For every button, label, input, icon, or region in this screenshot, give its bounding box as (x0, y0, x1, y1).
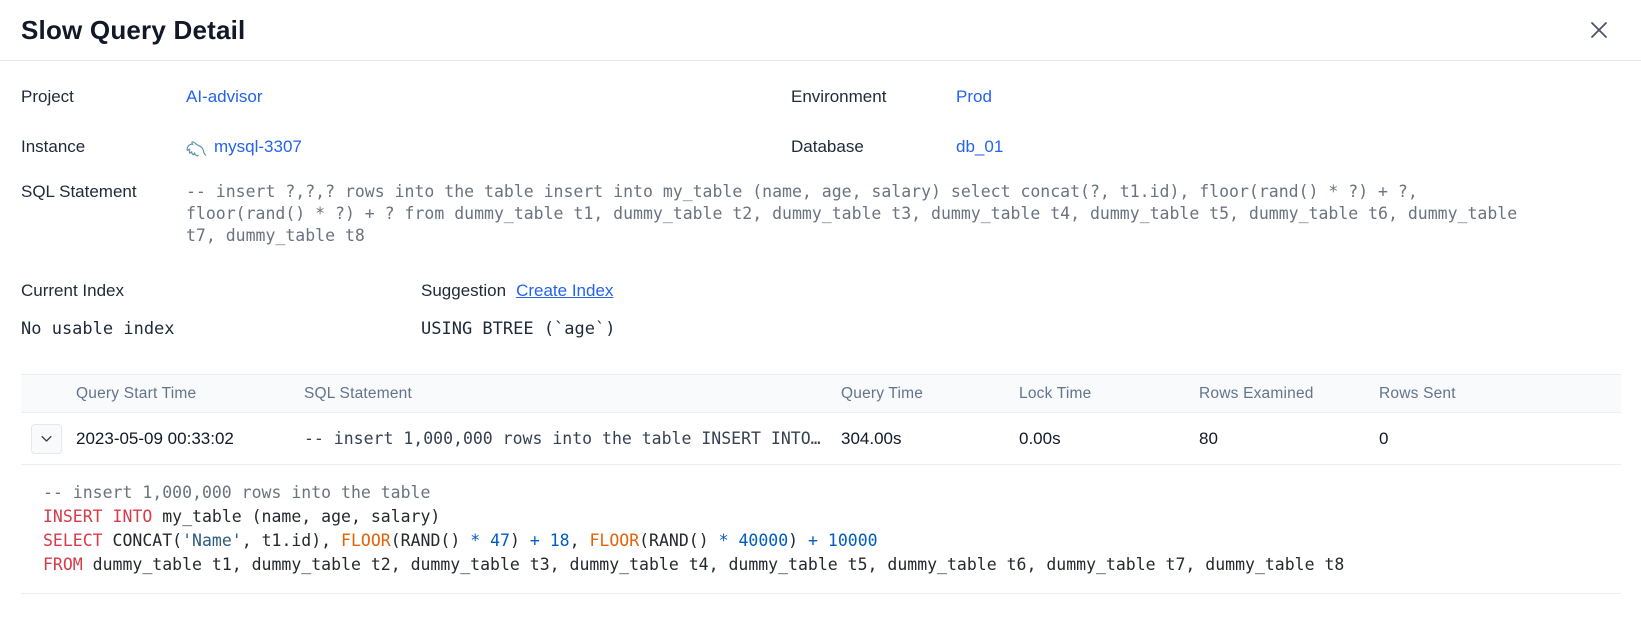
suggestion-header: Suggestion Create Index (421, 279, 1621, 303)
dialog-body: Project AI-advisor Environment Prod Inst… (0, 61, 1641, 341)
sql-statement-value: -- insert ?,?,? rows into the table inse… (186, 182, 1518, 245)
current-index-label: Current Index (21, 281, 124, 300)
cell-rows-examined: 80 (1199, 428, 1218, 448)
database-label: Database (791, 137, 864, 156)
page-title: Slow Query Detail (21, 14, 246, 45)
project-label: Project (21, 87, 74, 106)
code-line: FROM dummy_table t1, dummy_table t2, dum… (43, 555, 1345, 574)
column-header-sql-statement: SQL Statement (304, 384, 412, 402)
suggestion-block: Suggestion Create Index USING BTREE (`ag… (421, 279, 1621, 341)
table-header-row: Query Start Time SQL Statement Query Tim… (21, 375, 1621, 413)
code-line: SELECT CONCAT('Name', t1.id), FLOOR(RAND… (43, 531, 878, 550)
column-header-rows-examined: Rows Examined (1199, 384, 1314, 402)
index-section: Current Index No usable index Suggestion… (21, 279, 1621, 341)
database-link[interactable]: db_01 (956, 137, 1004, 156)
project-row: Project AI-advisor (21, 85, 791, 109)
column-header-rows-sent: Rows Sent (1379, 384, 1456, 402)
suggestion-value: USING BTREE (`age`) (421, 319, 616, 339)
column-header-query-time: Query Time (841, 384, 924, 402)
code-line: INSERT INTO my_table (name, age, salary) (43, 507, 441, 526)
table-row: 2023-05-09 00:33:02 -- insert 1,000,000 … (21, 413, 1621, 465)
current-index-block: Current Index No usable index (21, 279, 421, 341)
cell-rows-sent: 0 (1379, 428, 1389, 448)
current-index-value: No usable index (21, 319, 175, 339)
code-line: -- insert 1,000,000 rows into the table (43, 483, 431, 502)
instance-label: Instance (21, 137, 86, 156)
collapse-row-button[interactable] (31, 423, 62, 454)
instance-row: Instance mysql-3307 (21, 135, 791, 159)
mysql-icon (186, 141, 207, 157)
column-header-query-start-time: Query Start Time (76, 384, 197, 402)
suggestion-label: Suggestion (421, 281, 507, 300)
instance-link[interactable]: mysql-3307 (214, 137, 302, 156)
sql-statement-row: SQL Statement -- insert ?,?,? rows into … (21, 181, 1621, 247)
cell-query-start-time: 2023-05-09 00:33:02 (76, 428, 234, 448)
sql-statement-label: SQL Statement (21, 182, 137, 201)
cell-query-time: 304.00s (841, 428, 902, 448)
close-icon-glyph (1591, 22, 1607, 38)
database-row: Database db_01 (791, 135, 1621, 159)
slow-query-table: Query Start Time SQL Statement Query Tim… (21, 374, 1621, 594)
chevron-down-icon (41, 435, 52, 442)
expanded-sql: -- insert 1,000,000 rows into the table I… (21, 465, 1621, 594)
environment-row: Environment Prod (791, 85, 1621, 109)
info-grid: Project AI-advisor Environment Prod Inst… (21, 85, 1621, 159)
instance-value: mysql-3307 (186, 135, 302, 159)
project-link[interactable]: AI-advisor (186, 87, 263, 106)
cell-sql-statement: -- insert 1,000,000 rows into the table … (304, 429, 821, 448)
dialog-header: Slow Query Detail (0, 0, 1641, 61)
column-header-lock-time: Lock Time (1019, 384, 1092, 402)
create-index-link[interactable]: Create Index (516, 281, 614, 300)
environment-label: Environment (791, 87, 887, 106)
expand-cell (21, 423, 76, 454)
cell-lock-time: 0.00s (1019, 428, 1061, 448)
close-icon[interactable] (1583, 14, 1615, 46)
environment-link[interactable]: Prod (956, 87, 992, 106)
